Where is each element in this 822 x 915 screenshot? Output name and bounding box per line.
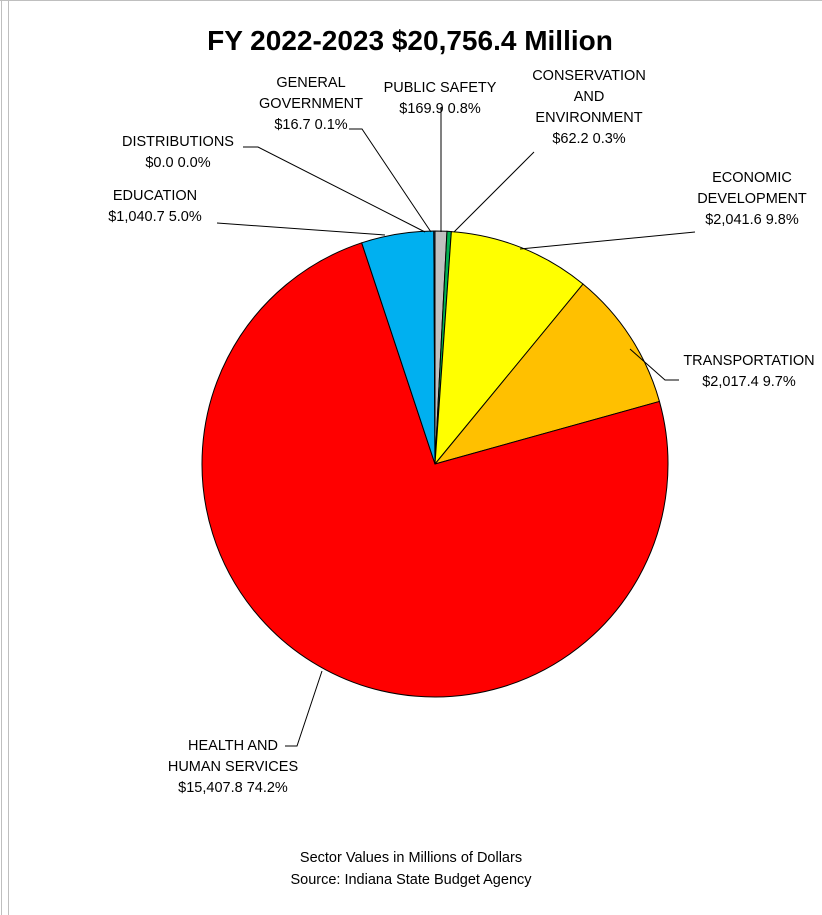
slice-name-label: EDUCATION [113, 188, 197, 204]
pie-slice-economic-development [434, 231, 584, 466]
slice-value-label: $2,017.4 9.7% [702, 374, 796, 390]
footnote-units: Sector Values in Millions of Dollars [300, 850, 522, 866]
slice-name-label: DISTRIBUTIONS [122, 134, 234, 150]
leader-line-education [216, 222, 386, 236]
slice-name-label: HEALTH AND [188, 738, 278, 754]
slice-name-label: ENVIRONMENT [535, 110, 642, 126]
slice-name-label: CONSERVATION [532, 68, 646, 84]
chart-title: FY 2022-2023 $20,756.4 Million [207, 25, 613, 56]
slice-name-label: GOVERNMENT [259, 96, 363, 112]
leader-line-general-government [349, 128, 432, 233]
slice-label-health-human-services: HEALTH AND HUMAN SERVICES $15,407.8 74.2% [168, 738, 298, 796]
slice-value-label: $16.7 0.1% [274, 117, 347, 133]
pie-slice-health-human-services [201, 242, 669, 698]
slice-label-conservation: CONSERVATION AND ENVIRONMENT $62.2 0.3% [532, 68, 646, 147]
slice-label-general-government: GENERAL GOVERNMENT $16.7 0.1% [259, 75, 363, 133]
leader-line-economic-development [519, 231, 696, 250]
pie-slice-transportation [433, 283, 661, 465]
slice-value-label: $15,407.8 74.2% [178, 780, 288, 796]
leader-line-conservation [453, 151, 535, 233]
slice-name-label: ECONOMIC [712, 170, 792, 186]
leader-line-health-human-services [285, 670, 323, 747]
slice-value-label: $2,041.6 9.8% [705, 212, 799, 228]
pie-slices [201, 230, 669, 698]
slice-label-distributions: DISTRIBUTIONS $0.0 0.0% [122, 134, 234, 171]
slice-value-label: $169.9 0.8% [399, 101, 481, 117]
slice-value-label: $0.0 0.0% [145, 155, 210, 171]
leader-lines [216, 107, 696, 747]
slice-name-label: GENERAL [276, 75, 345, 91]
slice-label-economic-development: ECONOMIC DEVELOPMENT $2,041.6 9.8% [697, 170, 807, 228]
slice-name-label: HUMAN SERVICES [168, 759, 298, 775]
slice-name-label: DEVELOPMENT [697, 191, 807, 207]
footnote-source: Source: Indiana State Budget Agency [290, 872, 532, 888]
leader-line-transportation [629, 348, 679, 381]
slice-name-label: AND [574, 89, 605, 105]
slice-name-label: PUBLIC SAFETY [384, 80, 497, 96]
slice-label-education: EDUCATION $1,040.7 5.0% [108, 188, 202, 225]
leader-line-distributions [243, 146, 426, 233]
slice-labels: PUBLIC SAFETY $169.9 0.8% CONSERVATION AND E… [108, 68, 814, 796]
slice-label-transportation: TRANSPORTATION $2,017.4 9.7% [683, 353, 814, 390]
slice-value-label: $1,040.7 5.0% [108, 209, 202, 225]
pie-slice-general-government [433, 230, 436, 465]
slice-label-public-safety: PUBLIC SAFETY $169.9 0.8% [384, 80, 497, 117]
slice-name-label: TRANSPORTATION [683, 353, 814, 369]
slice-value-label: $62.2 0.3% [552, 131, 625, 147]
